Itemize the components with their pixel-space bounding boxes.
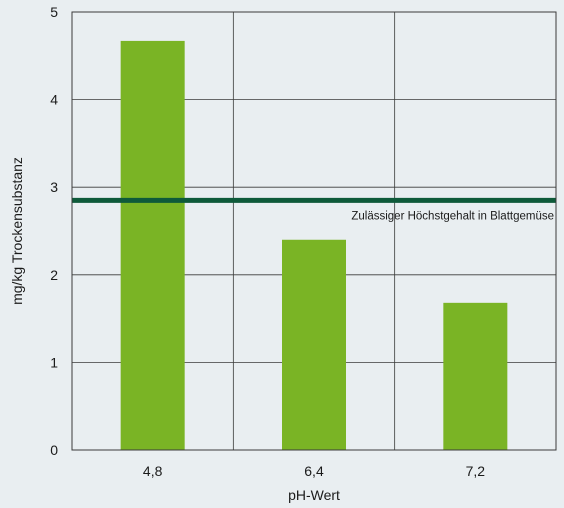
bars [120,40,508,451]
y-tick-label: 3 [50,179,58,195]
plot-border [71,11,557,451]
bar-1 [120,40,185,451]
y-axis-title: mg/kg Trockensubstanz [9,157,25,305]
bar-2 [282,239,346,450]
y-tick-labels: 0 1 2 3 4 5 [50,4,58,458]
x-tick-label: 6,4 [304,463,324,479]
x-axis-title: pH-Wert [288,487,340,503]
y-tick-label: 4 [50,92,58,108]
bar-3 [443,302,508,450]
plot-frame [71,11,557,451]
x-tick-label: 4,8 [143,463,163,479]
reference-line-group: Zulässiger Höchstgehalt in Blattgemüse [72,197,556,222]
x-tick-label: 7,2 [466,463,486,479]
y-tick-label: 1 [50,354,58,370]
y-tick-label: 0 [50,442,58,458]
y-tick-label: 5 [50,4,58,20]
reference-line-label: Zulässiger Höchstgehalt in Blattgemüse [351,210,554,222]
y-tick-label: 2 [50,267,58,283]
x-tick-labels: 4,8 6,4 7,2 [143,463,485,479]
